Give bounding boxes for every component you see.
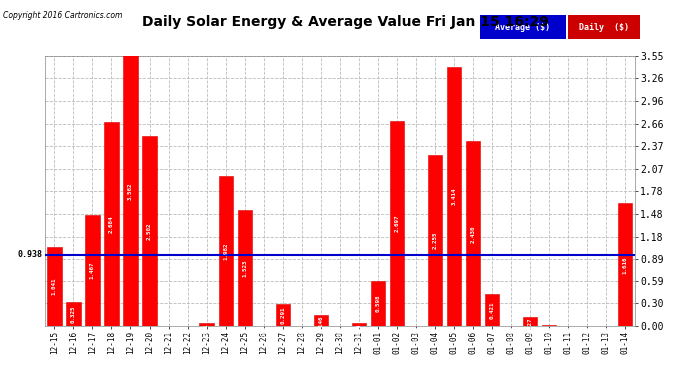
Text: Average ($): Average ($): [495, 22, 550, 32]
Bar: [371, 281, 385, 326]
Bar: [390, 121, 404, 326]
Text: 3.414: 3.414: [451, 188, 457, 205]
Text: 1.467: 1.467: [90, 262, 95, 279]
Bar: [219, 176, 233, 326]
Text: Daily  ($): Daily ($): [579, 22, 629, 32]
Bar: [199, 323, 214, 326]
Bar: [275, 304, 290, 326]
Text: 0.000: 0.000: [262, 326, 266, 343]
Text: 0.325: 0.325: [71, 305, 76, 322]
Text: 1.982: 1.982: [223, 242, 228, 260]
Text: 2.430: 2.430: [471, 225, 475, 243]
Bar: [352, 323, 366, 326]
Text: 0.041: 0.041: [204, 324, 209, 341]
Text: 2.684: 2.684: [109, 215, 114, 233]
Text: 0.598: 0.598: [375, 295, 380, 312]
Text: 1.041: 1.041: [52, 278, 57, 296]
Bar: [237, 210, 252, 326]
Text: 0.421: 0.421: [490, 302, 495, 319]
Bar: [618, 203, 633, 326]
Bar: [142, 136, 157, 326]
Text: 2.697: 2.697: [395, 215, 400, 232]
Text: 0.000: 0.000: [337, 326, 342, 343]
Text: 0.127: 0.127: [528, 317, 533, 335]
Bar: [104, 122, 119, 326]
Bar: [314, 315, 328, 326]
Text: 0.000: 0.000: [604, 326, 609, 343]
Text: Copyright 2016 Cartronics.com: Copyright 2016 Cartronics.com: [3, 11, 123, 20]
Bar: [86, 214, 99, 326]
Text: 0.146: 0.146: [318, 316, 324, 333]
Text: 0.000: 0.000: [299, 326, 304, 343]
Text: 0.000: 0.000: [566, 326, 571, 343]
Text: 0.000: 0.000: [185, 326, 190, 343]
Text: 0.000: 0.000: [584, 326, 590, 343]
Text: 1.523: 1.523: [242, 260, 247, 277]
Text: 0.000: 0.000: [509, 326, 513, 343]
Text: 0.000: 0.000: [413, 326, 418, 343]
Bar: [523, 316, 538, 326]
Bar: [447, 67, 461, 326]
Bar: [66, 302, 81, 326]
Bar: [428, 155, 442, 326]
Bar: [124, 56, 137, 326]
Bar: [47, 247, 61, 326]
Text: 0.009: 0.009: [166, 326, 171, 343]
Text: 2.502: 2.502: [147, 222, 152, 240]
Bar: [466, 141, 480, 326]
Text: 0.938: 0.938: [18, 251, 43, 260]
Text: 0.010: 0.010: [546, 326, 552, 343]
Text: 2.255: 2.255: [433, 232, 437, 249]
Text: 3.562: 3.562: [128, 182, 133, 200]
Text: 0.046: 0.046: [356, 324, 362, 341]
Bar: [485, 294, 499, 326]
Text: 0.291: 0.291: [280, 306, 285, 324]
Text: 1.616: 1.616: [623, 256, 628, 273]
Text: Daily Solar Energy & Average Value Fri Jan 15 16:29: Daily Solar Energy & Average Value Fri J…: [141, 15, 549, 29]
